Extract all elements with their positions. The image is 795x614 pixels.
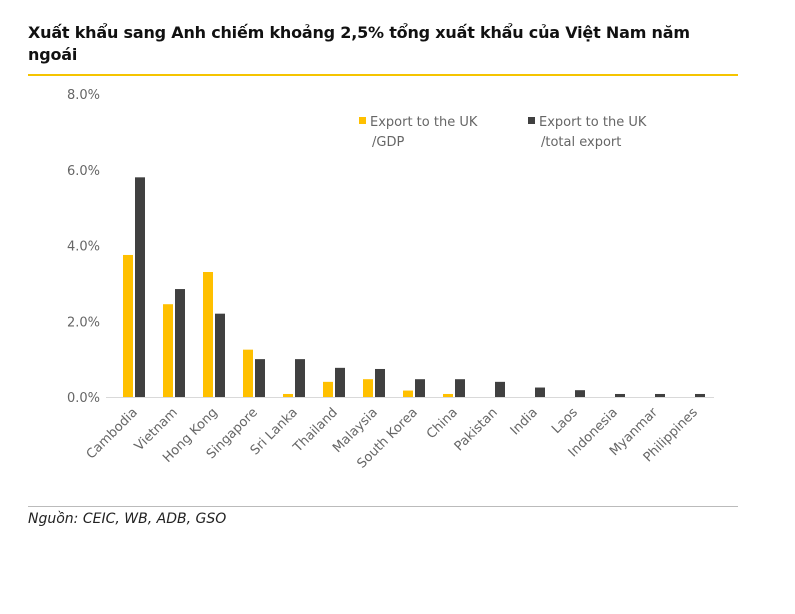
- legend-label: Export to the UK: [370, 115, 478, 130]
- bar-total-singapore: [255, 359, 265, 397]
- bar-total-indonesia: [615, 393, 625, 397]
- y-tick-label: 0.0%: [67, 391, 100, 406]
- bar-total-hong-kong: [215, 313, 225, 397]
- bar-total-myanmar: [655, 393, 665, 397]
- bar-total-cambodia: [135, 177, 145, 397]
- bar-total-laos: [575, 390, 585, 397]
- legend-label: /total export: [541, 135, 621, 150]
- bar-gdp-malaysia: [363, 379, 373, 397]
- bar-total-china: [455, 379, 465, 397]
- x-tick-label: Cambodia: [84, 405, 141, 462]
- legend-label: Export to the UK: [539, 115, 647, 130]
- bar-gdp-south-korea: [403, 390, 413, 397]
- source-note: Nguồn: CEIC, WB, ADB, GSO: [28, 511, 227, 527]
- legend-swatch-gdp: [359, 117, 366, 124]
- x-tick-label: Pakistan: [452, 405, 501, 454]
- bar-gdp-vietnam: [163, 304, 173, 397]
- bar-gdp-thailand: [323, 381, 333, 397]
- bar-total-malaysia: [375, 368, 385, 397]
- title-divider: [28, 74, 738, 76]
- x-tick-label: Laos: [549, 405, 581, 437]
- footer-divider: [28, 506, 738, 507]
- y-tick-label: 2.0%: [67, 315, 100, 330]
- bar-total-sri-lanka: [295, 359, 305, 397]
- y-tick-label: 4.0%: [67, 240, 100, 255]
- bar-gdp-china: [443, 393, 453, 397]
- y-tick-label: 6.0%: [67, 164, 100, 179]
- y-tick-label: 8.0%: [67, 88, 100, 103]
- bar-total-south-korea: [415, 379, 425, 397]
- bar-gdp-hong-kong: [203, 272, 213, 397]
- bar-total-thailand: [335, 367, 345, 397]
- bar-gdp-sri-lanka: [283, 393, 293, 397]
- x-tick-label: India: [508, 405, 541, 438]
- legend-label: /GDP: [372, 135, 404, 150]
- bar-total-pakistan: [495, 381, 505, 397]
- bar-total-vietnam: [175, 289, 185, 397]
- bar-total-philippines: [695, 393, 705, 397]
- bar-gdp-singapore: [243, 349, 253, 397]
- x-tick-label: China: [424, 405, 461, 442]
- bar-gdp-cambodia: [123, 254, 133, 397]
- legend-swatch-total: [528, 117, 535, 124]
- chart-title: Xuất khẩu sang Anh chiếm khoảng 2,5% tổn…: [28, 23, 690, 64]
- bar-total-india: [535, 387, 545, 397]
